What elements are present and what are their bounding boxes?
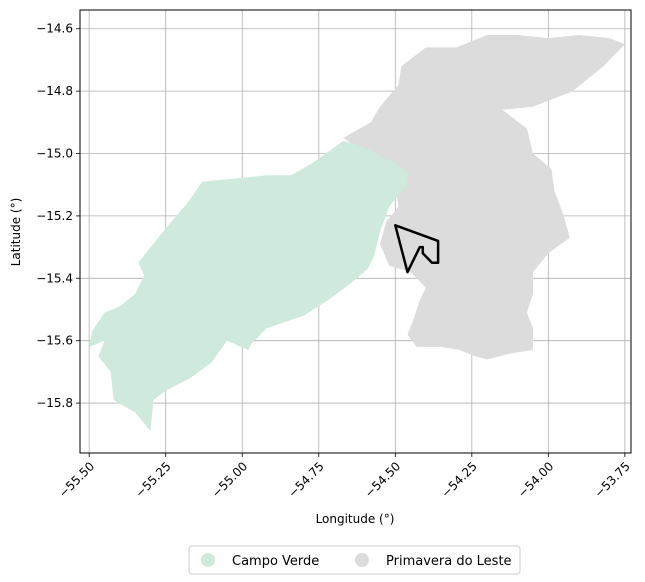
y-tick-label: −15.4 — [36, 271, 73, 285]
legend-frame — [188, 545, 521, 575]
y-tick-label: −15.8 — [36, 396, 73, 410]
region-primavera-do-leste — [343, 35, 625, 360]
outline-layer — [394, 224, 440, 274]
regions — [89, 35, 625, 432]
x-tick-label: −55.50 — [56, 459, 97, 500]
region-campo-verde — [89, 141, 408, 432]
y-tick-label: −14.8 — [36, 84, 73, 98]
x-tick-label: −54.75 — [286, 459, 327, 500]
x-tick-label: −54.25 — [439, 459, 480, 500]
outline-polygon — [394, 224, 440, 274]
x-tick-label: −54.50 — [362, 459, 403, 500]
y-tick-label: −14.6 — [36, 22, 73, 36]
legend: Campo Verde Primavera do Leste — [188, 545, 521, 575]
y-tick-label: −15.6 — [36, 334, 73, 348]
y-tick-label: −15.2 — [36, 209, 73, 223]
x-tick-label: −53.75 — [592, 459, 633, 500]
legend-label-campo-verde: Campo Verde — [232, 554, 319, 569]
x-tick-label: −55.00 — [209, 459, 250, 500]
plot-frame — [79, 9, 632, 454]
x-axis-title: Longitude (°) — [316, 512, 395, 526]
x-tick-label: −55.25 — [132, 459, 173, 500]
x-tick-label: −54.00 — [515, 459, 556, 500]
legend-marker-primavera-do-leste — [355, 553, 369, 567]
legend-marker-campo-verde — [201, 553, 215, 567]
legend-label-primavera-do-leste: Primavera do Leste — [386, 554, 512, 569]
y-tick-label: −15.0 — [36, 147, 73, 161]
y-axis-title: Latitude (°) — [9, 198, 23, 267]
